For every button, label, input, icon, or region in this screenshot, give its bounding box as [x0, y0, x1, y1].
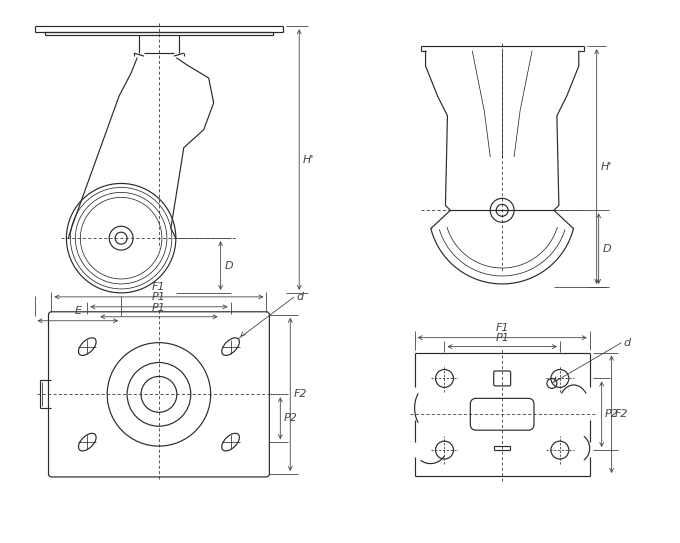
Text: D: D	[224, 261, 233, 270]
Text: d: d	[624, 338, 630, 348]
Text: P1: P1	[152, 292, 166, 302]
Text: F2: F2	[615, 409, 628, 419]
Text: P2: P2	[284, 413, 297, 423]
Text: H': H'	[303, 155, 315, 165]
Text: P1: P1	[495, 333, 509, 343]
Text: D: D	[602, 244, 611, 254]
Text: F2: F2	[293, 389, 307, 399]
Text: F1: F1	[152, 282, 166, 292]
Text: P1: P1	[152, 303, 166, 313]
Text: d: d	[296, 292, 303, 302]
Text: H': H'	[600, 161, 612, 172]
Text: F1: F1	[496, 323, 509, 333]
Text: P2: P2	[605, 409, 619, 419]
Text: E: E	[74, 306, 82, 316]
